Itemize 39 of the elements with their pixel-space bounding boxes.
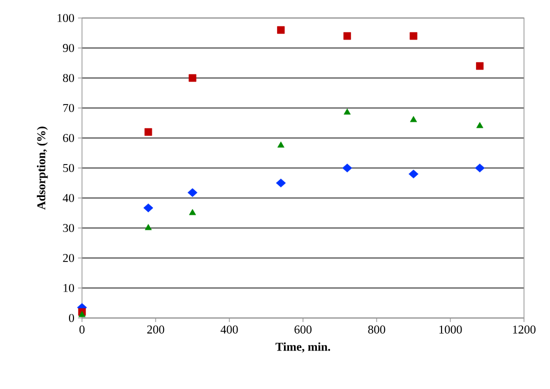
point bbox=[144, 128, 152, 136]
x-tick-label: 1000 bbox=[439, 326, 462, 334]
y-tick-label: 10 bbox=[64, 284, 74, 292]
y-tick-label: 80 bbox=[62, 74, 74, 82]
point bbox=[410, 32, 418, 40]
y-tick-label: 50 bbox=[63, 164, 74, 172]
x-tick-label: 1200 bbox=[513, 326, 536, 334]
x-tick-label: 600 bbox=[294, 326, 312, 334]
point bbox=[188, 188, 198, 197]
point bbox=[188, 74, 196, 82]
x-tick-label: 400 bbox=[220, 326, 238, 334]
point bbox=[143, 204, 154, 212]
point bbox=[342, 164, 352, 172]
x-tick-label: 0 bbox=[79, 326, 85, 334]
x-tick-label: 800 bbox=[368, 326, 386, 334]
point bbox=[343, 32, 351, 40]
point bbox=[189, 209, 196, 216]
point bbox=[276, 178, 286, 188]
y-tick-label: 40 bbox=[62, 194, 74, 202]
y-tick-label: 20 bbox=[63, 254, 74, 262]
x-axis-title: Time, min. bbox=[276, 342, 330, 353]
point bbox=[474, 164, 485, 172]
y-tick-label: 100 bbox=[58, 14, 74, 22]
y-tick-label: 90 bbox=[62, 44, 74, 52]
y-tick-label: 30 bbox=[63, 224, 74, 232]
y-tick-label: 70 bbox=[63, 104, 74, 112]
point bbox=[144, 224, 152, 230]
x-tick-label: 200 bbox=[147, 326, 164, 334]
point bbox=[277, 142, 284, 148]
point bbox=[408, 170, 418, 178]
point bbox=[78, 311, 86, 318]
point bbox=[344, 108, 351, 115]
point bbox=[277, 26, 285, 34]
y-axis-title: Adsorption, (%) bbox=[36, 126, 48, 210]
point bbox=[476, 62, 484, 70]
point bbox=[410, 116, 417, 122]
y-tick-label: 0 bbox=[68, 314, 74, 322]
point bbox=[476, 122, 484, 128]
y-tick-label: 60 bbox=[63, 134, 74, 142]
